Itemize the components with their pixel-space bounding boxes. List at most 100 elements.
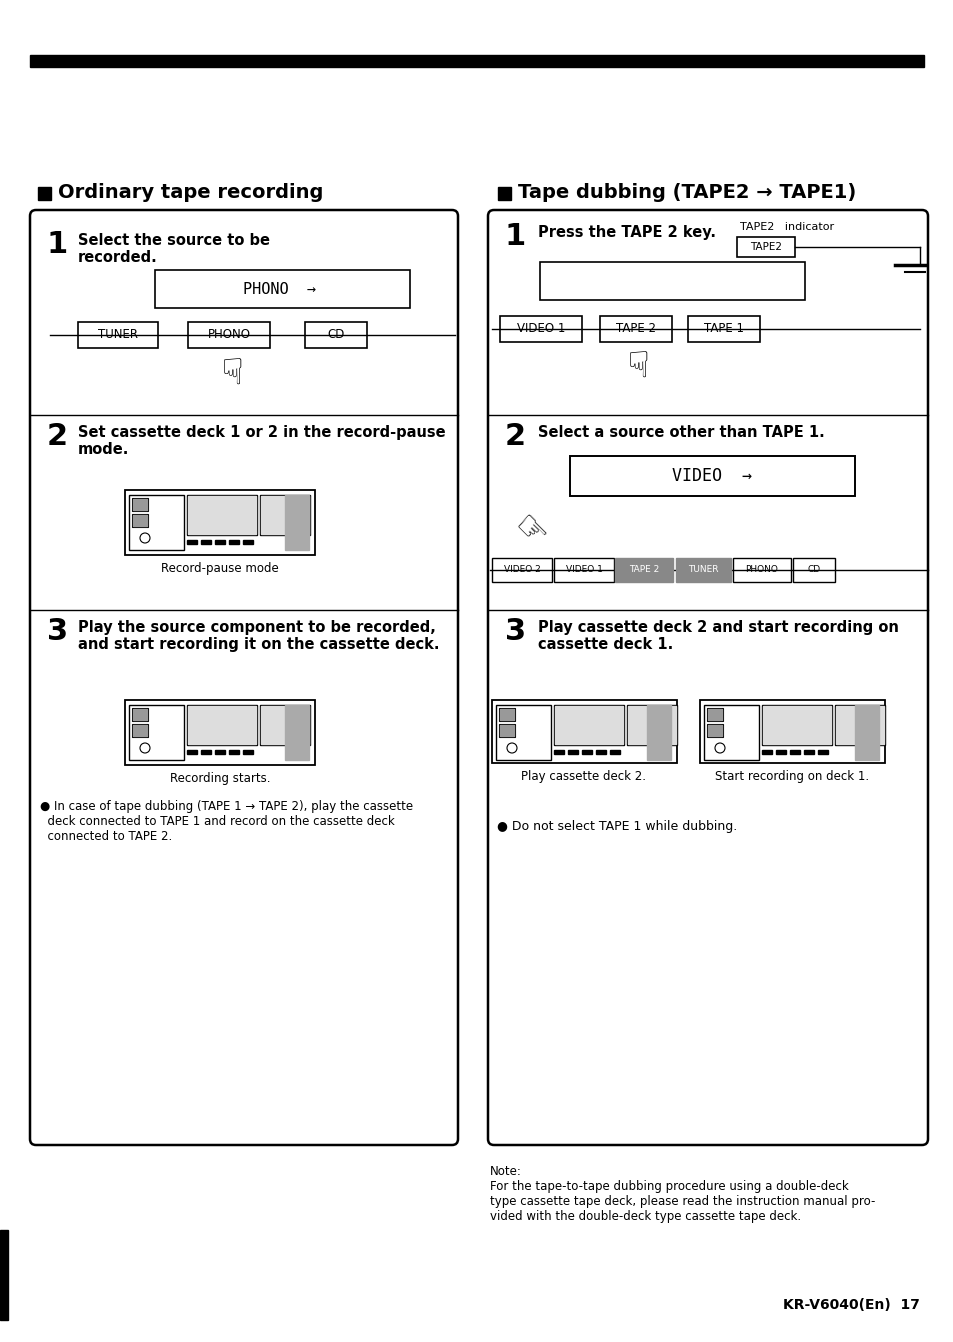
Text: ☞: ☞ (211, 357, 245, 389)
Text: ● Do not select TAPE 1 while dubbing.: ● Do not select TAPE 1 while dubbing. (497, 820, 737, 833)
Bar (187, 539, 196, 544)
Bar (706, 709, 722, 721)
Bar (761, 705, 831, 745)
Bar (539, 262, 804, 301)
Circle shape (589, 715, 609, 735)
Bar (737, 238, 794, 258)
Bar (305, 322, 367, 348)
Text: TAPE 2: TAPE 2 (628, 565, 659, 574)
Text: Set cassette deck 1 or 2 in the record-pause
mode.: Set cassette deck 1 or 2 in the record-p… (78, 425, 445, 458)
Bar (30, 55, 923, 67)
Text: VIDEO  →: VIDEO → (671, 467, 751, 484)
Text: TAPE 2: TAPE 2 (616, 322, 656, 336)
Bar (834, 705, 884, 745)
Text: TAPE 1: TAPE 1 (703, 322, 743, 336)
Text: Play the source component to be recorded,
and start recording it on the cassette: Play the source component to be recorded… (78, 620, 439, 652)
Bar (229, 539, 239, 544)
Bar (285, 495, 309, 550)
Bar (499, 709, 514, 721)
Circle shape (561, 715, 581, 735)
Bar (596, 750, 605, 754)
Bar (615, 558, 672, 582)
Bar (492, 701, 677, 764)
Text: Play cassette deck 2.: Play cassette deck 2. (521, 770, 646, 782)
Text: VIDEO 2: VIDEO 2 (503, 565, 539, 574)
Bar (581, 750, 592, 754)
Bar (554, 558, 614, 582)
Text: Select the source to be
recorded.: Select the source to be recorded. (78, 234, 270, 266)
Bar (187, 705, 256, 745)
Bar (132, 723, 148, 737)
Bar (817, 750, 827, 754)
Bar (555, 706, 622, 743)
Bar (706, 723, 722, 737)
Bar (132, 499, 147, 510)
Bar (762, 706, 830, 743)
Bar (132, 498, 148, 511)
Circle shape (223, 505, 243, 525)
Text: 3: 3 (504, 617, 525, 646)
Bar (803, 750, 813, 754)
Bar (554, 705, 623, 745)
Text: TAPE2: TAPE2 (749, 242, 781, 252)
Bar (261, 706, 309, 743)
Bar (761, 750, 771, 754)
Text: Play cassette deck 2 and start recording on
cassette deck 1.: Play cassette deck 2 and start recording… (537, 620, 898, 652)
Bar (243, 750, 253, 754)
Bar (125, 490, 314, 556)
Bar (498, 723, 515, 737)
Text: 3: 3 (47, 617, 68, 646)
Bar (775, 750, 785, 754)
Text: CD: CD (806, 565, 820, 574)
Bar (187, 495, 256, 535)
Bar (567, 750, 578, 754)
Bar (260, 705, 310, 745)
Bar (700, 701, 884, 764)
Bar (260, 495, 310, 535)
Bar (854, 705, 878, 760)
Text: CD: CD (327, 329, 344, 341)
Bar (125, 701, 314, 765)
Bar (201, 539, 211, 544)
Bar (38, 187, 51, 200)
Bar (646, 705, 670, 760)
Text: ☞: ☞ (506, 509, 553, 556)
Bar (707, 725, 721, 735)
Circle shape (223, 715, 243, 735)
Text: Select a source other than TAPE 1.: Select a source other than TAPE 1. (537, 425, 824, 440)
Bar (78, 322, 158, 348)
Bar (129, 705, 184, 760)
Text: 2: 2 (504, 421, 525, 451)
Bar (569, 456, 854, 497)
Bar (496, 705, 551, 760)
Text: VIDEO 1: VIDEO 1 (517, 322, 564, 336)
Text: TAPE2   indicator: TAPE2 indicator (740, 221, 833, 232)
Bar (261, 497, 309, 534)
Text: 1: 1 (47, 229, 69, 259)
Text: ☞: ☞ (617, 350, 650, 382)
Bar (676, 558, 730, 582)
Circle shape (194, 715, 214, 735)
Text: PHONO: PHONO (745, 565, 778, 574)
Text: ● In case of tape dubbing (TAPE 1 → TAPE 2), play the cassette
  deck connected : ● In case of tape dubbing (TAPE 1 → TAPE… (40, 800, 413, 843)
Text: 1: 1 (504, 221, 526, 251)
Bar (129, 495, 184, 550)
Bar (732, 558, 790, 582)
Bar (792, 558, 834, 582)
Bar (554, 750, 563, 754)
Text: PHONO  →: PHONO → (243, 282, 316, 297)
Bar (188, 706, 255, 743)
Bar (687, 315, 760, 342)
Bar (154, 270, 410, 309)
Bar (497, 187, 511, 200)
Text: Record-pause mode: Record-pause mode (161, 562, 278, 574)
Circle shape (797, 715, 817, 735)
Bar (188, 497, 255, 534)
Text: PHONO: PHONO (208, 329, 251, 341)
Bar (789, 750, 800, 754)
Text: KR-V6040(En)  17: KR-V6040(En) 17 (782, 1298, 919, 1312)
Text: TUNER: TUNER (687, 565, 718, 574)
Bar (214, 750, 225, 754)
Bar (599, 315, 671, 342)
Text: VIDEO 1: VIDEO 1 (565, 565, 601, 574)
